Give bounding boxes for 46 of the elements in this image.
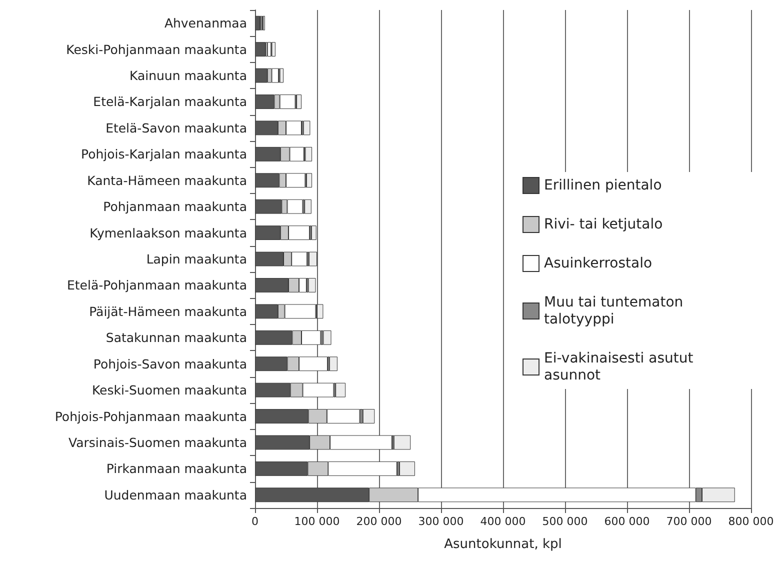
y-tick-label: Kanta-Hämeen maakunta: [87, 172, 247, 188]
bar: [329, 356, 338, 372]
x-tick-label: 0: [252, 515, 258, 528]
bar: [304, 199, 312, 214]
bar: [336, 382, 346, 398]
y-tick-label: Satakunnan maakunta: [106, 330, 247, 346]
y-tick-label: Pohjois-Savon maakunta: [93, 356, 247, 372]
y-tick-label: Kainuun maakunta: [129, 68, 247, 84]
y-tick-label: Pohjois-Pohjanmaan maakunta: [54, 408, 247, 424]
y-tick-label: Pohjois-Karjalan maakunta: [81, 146, 247, 162]
bar: [303, 120, 310, 136]
y-tick-label: Ahvenanmaa: [164, 16, 247, 31]
bar: [267, 42, 272, 57]
x-tick-label: 400 000: [480, 515, 526, 528]
y-tick-label: Pohjanmaan maakunta: [103, 199, 247, 214]
legend-label: Erillinen pientalo: [544, 178, 662, 194]
legend-label: Muu tai tuntematon talotyyppi: [544, 294, 688, 328]
y-tick-label: Keski-Pohjanmaan maakunta: [66, 42, 247, 57]
legend-label: Ei-vakinaisesti asutut asunnot: [544, 350, 698, 384]
y-tick-label: Varsinais-Suomen maakunta: [68, 434, 247, 450]
y-tick-label: Päijät-Hämeen maakunta: [89, 304, 247, 319]
x-tick-label: 700 000: [666, 515, 712, 528]
x-tick-label: 200 000: [356, 515, 402, 528]
legend-label: Asuinkerrostalo: [544, 256, 652, 272]
y-tick-label: Etelä-Pohjanmaan maakunta: [67, 278, 247, 293]
y-tick-label: Lapin maakunta: [146, 252, 247, 266]
bar: [394, 435, 411, 450]
bar: [399, 461, 415, 476]
x-tick-label: 800 000: [728, 515, 774, 528]
bar: [311, 226, 316, 240]
y-tick-label: Etelä-Karjalan maakunta: [93, 94, 247, 110]
bar: [308, 252, 317, 266]
x-tick-label: 500 000: [542, 515, 588, 528]
bar: [362, 409, 375, 424]
bar: [272, 42, 276, 57]
x-tick-label: 100 000: [294, 515, 340, 528]
bar: [323, 330, 332, 345]
y-tick-label: Uudenmaan maakunta: [104, 487, 247, 502]
legend-label: Rivi- tai ketjutalo: [544, 216, 663, 232]
y-tick-label: Etelä-Savon maakunta: [106, 120, 247, 136]
y-tick-label: Pirkanmaan maakunta: [106, 461, 247, 476]
x-tick-label: 300 000: [418, 515, 464, 528]
x-tick-label: 600 000: [604, 515, 650, 528]
y-tick-label: Keski-Suomen maakunta: [92, 382, 247, 398]
y-tick-label: Kymenlaakson maakunta: [90, 225, 247, 240]
x-axis-title: Asuntokunnat, kpl: [444, 537, 562, 552]
